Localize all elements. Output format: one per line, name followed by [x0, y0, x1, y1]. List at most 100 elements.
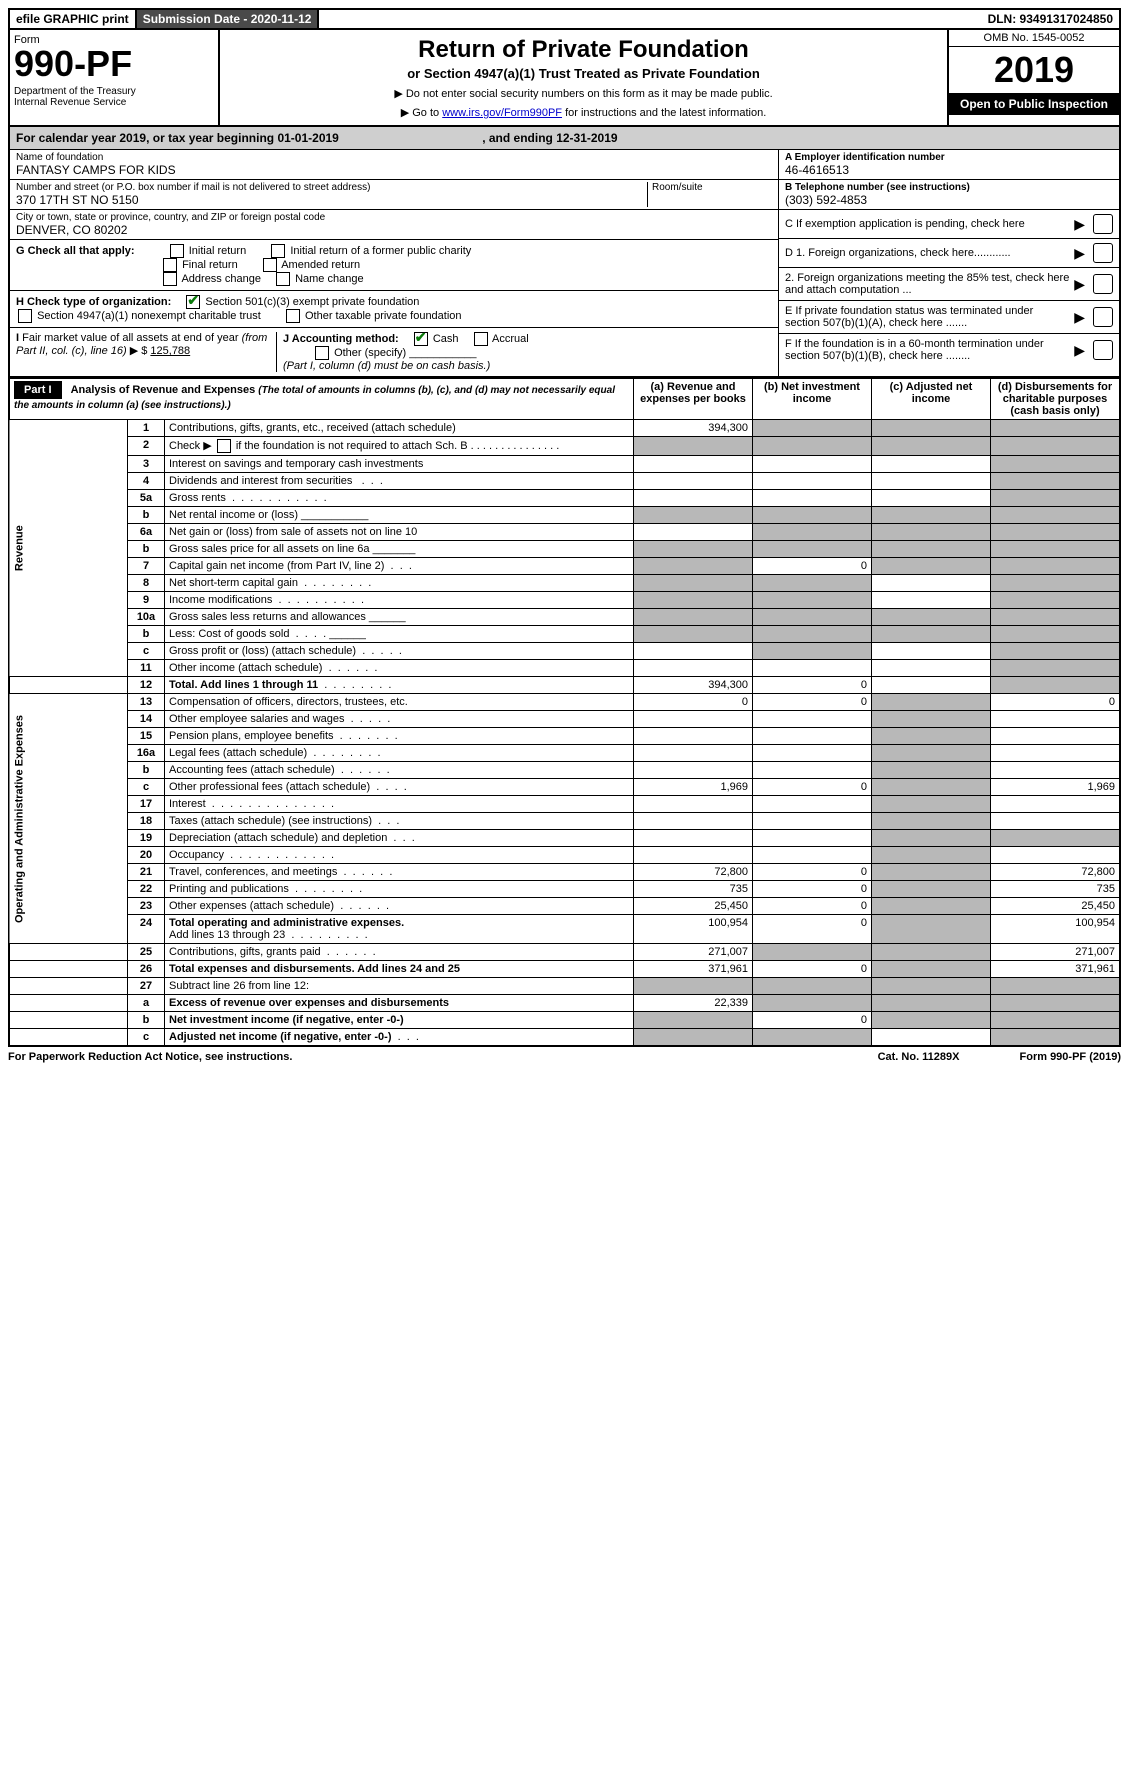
table-row: 20Occupancy . . . . . . . . . . . . [9, 847, 1120, 864]
phone-field: B Telephone number (see instructions) (3… [779, 180, 1119, 210]
cash-checkbox[interactable] [414, 332, 428, 346]
table-row: 14Other employee salaries and wages . . … [9, 711, 1120, 728]
revenue-label: Revenue [9, 420, 128, 677]
table-row: 17Interest . . . . . . . . . . . . . . [9, 796, 1120, 813]
table-row: cAdjusted net income (if negative, enter… [9, 1029, 1120, 1047]
501c3-checkbox[interactable] [186, 295, 200, 309]
table-row: bNet rental income or (loss) ___________ [9, 507, 1120, 524]
terminated-checkbox[interactable] [1093, 307, 1113, 327]
table-row: 24Total operating and administrative exp… [9, 915, 1120, 944]
table-row: 19Depreciation (attach schedule) and dep… [9, 830, 1120, 847]
60-month-termination: F If the foundation is in a 60-month ter… [779, 334, 1119, 366]
calendar-year-row: For calendar year 2019, or tax year begi… [10, 127, 1119, 150]
initial-return-checkbox[interactable] [170, 244, 184, 258]
ein-value: 46-4616513 [785, 163, 849, 177]
form-title: Return of Private Foundation [226, 36, 941, 64]
table-row: 2Check ▶ if the foundation is not requir… [9, 437, 1120, 456]
ssn-note: ▶ Do not enter social security numbers o… [226, 87, 941, 100]
expenses-label: Operating and Administrative Expenses [9, 694, 128, 944]
foundation-name-field: Name of foundation FANTASY CAMPS FOR KID… [10, 150, 778, 180]
foundation-name: FANTASY CAMPS FOR KIDS [16, 163, 772, 177]
footer-form: Form 990-PF (2019) [1020, 1051, 1122, 1063]
table-row: 21Travel, conferences, and meetings . . … [9, 864, 1120, 881]
inspection-badge: Open to Public Inspection [949, 93, 1119, 115]
schb-checkbox[interactable] [217, 439, 231, 453]
efile-label: efile GRAPHIC print [10, 10, 137, 28]
table-row: bNet investment income (if negative, ent… [9, 1012, 1120, 1029]
table-row: 23Other expenses (attach schedule) . . .… [9, 898, 1120, 915]
table-row: 9Income modifications . . . . . . . . . … [9, 592, 1120, 609]
table-row: 15Pension plans, employee benefits . . .… [9, 728, 1120, 745]
60month-checkbox[interactable] [1093, 340, 1113, 360]
phone-value: (303) 592-4853 [785, 193, 867, 207]
table-row: bGross sales price for all assets on lin… [9, 541, 1120, 558]
col-d-header: (d) Disbursements for charitable purpose… [991, 379, 1121, 420]
table-row: 6aNet gain or (loss) from sale of assets… [9, 524, 1120, 541]
address-field: Number and street (or P.O. box number if… [10, 180, 778, 210]
page-footer: For Paperwork Reduction Act Notice, see … [8, 1047, 1121, 1063]
dln: DLN: 93491317024850 [982, 10, 1119, 28]
form-number: 990-PF [14, 46, 214, 82]
form-header: Form 990-PF Department of the TreasuryIn… [8, 30, 1121, 127]
accrual-checkbox[interactable] [474, 332, 488, 346]
city-field: City or town, state or province, country… [10, 210, 778, 240]
table-row: 5aGross rents . . . . . . . . . . . [9, 490, 1120, 507]
tax-year: 2019 [949, 47, 1119, 93]
table-row: 26Total expenses and disbursements. Add … [9, 961, 1120, 978]
table-row: 11Other income (attach schedule) . . . .… [9, 660, 1120, 677]
table-row: 12Total. Add lines 1 through 11 . . . . … [9, 677, 1120, 694]
table-row: 27Subtract line 26 from line 12: [9, 978, 1120, 995]
exemption-checkbox[interactable] [1093, 214, 1113, 234]
table-row: 18Taxes (attach schedule) (see instructi… [9, 813, 1120, 830]
amended-return-checkbox[interactable] [263, 258, 277, 272]
foundation-city: DENVER, CO 80202 [16, 223, 772, 237]
exemption-pending: C If exemption application is pending, c… [779, 210, 1119, 239]
fmv-accounting-row: I Fair market value of all assets at end… [10, 328, 778, 376]
table-row: 4Dividends and interest from securities … [9, 473, 1120, 490]
table-row: bLess: Cost of goods sold . . . . ______ [9, 626, 1120, 643]
ein-field: A Employer identification number 46-4616… [779, 150, 1119, 180]
omb-number: OMB No. 1545-0052 [949, 30, 1119, 47]
check-apply-row: G Check all that apply: Initial return I… [10, 240, 778, 291]
table-row: 8Net short-term capital gain . . . . . .… [9, 575, 1120, 592]
dept: Department of the TreasuryInternal Reven… [14, 86, 214, 108]
topbar: efile GRAPHIC print Submission Date - 20… [8, 8, 1121, 30]
table-row: bAccounting fees (attach schedule) . . .… [9, 762, 1120, 779]
foreign2-checkbox[interactable] [1093, 274, 1113, 294]
form-subtitle: or Section 4947(a)(1) Trust Treated as P… [226, 66, 941, 81]
address-change-checkbox[interactable] [163, 272, 177, 286]
table-row: Operating and Administrative Expenses 13… [9, 694, 1120, 711]
final-return-checkbox[interactable] [163, 258, 177, 272]
status-terminated: E If private foundation status was termi… [779, 301, 1119, 334]
table-row: cGross profit or (loss) (attach schedule… [9, 643, 1120, 660]
table-row: Revenue 1Contributions, gifts, grants, e… [9, 420, 1120, 437]
other-taxable-checkbox[interactable] [286, 309, 300, 323]
table-row: 7Capital gain net income (from Part IV, … [9, 558, 1120, 575]
4947-checkbox[interactable] [18, 309, 32, 323]
initial-former-checkbox[interactable] [271, 244, 285, 258]
foreign1-checkbox[interactable] [1093, 243, 1113, 263]
table-row: cOther professional fees (attach schedul… [9, 779, 1120, 796]
year-begin: 01-01-2019 [277, 131, 338, 145]
name-change-checkbox[interactable] [276, 272, 290, 286]
fmv-value: 125,788 [150, 345, 190, 357]
year-end: 12-31-2019 [556, 131, 617, 145]
table-row: 16aLegal fees (attach schedule) . . . . … [9, 745, 1120, 762]
col-c-header: (c) Adjusted net income [872, 379, 991, 420]
irs-link[interactable]: www.irs.gov/Form990PF [442, 107, 562, 119]
fmv-label: I Fair market value of all assets at end… [16, 332, 267, 357]
table-row: 3Interest on savings and temporary cash … [9, 456, 1120, 473]
foreign-org-1: D 1. Foreign organizations, check here..… [779, 239, 1119, 268]
col-a-header: (a) Revenue and expenses per books [634, 379, 753, 420]
table-row: aExcess of revenue over expenses and dis… [9, 995, 1120, 1012]
room-suite: Room/suite [647, 182, 772, 207]
table-row: 10aGross sales less returns and allowanc… [9, 609, 1120, 626]
table-row: 22Printing and publications . . . . . . … [9, 881, 1120, 898]
table-row: 25Contributions, gifts, grants paid . . … [9, 944, 1120, 961]
part1-table: Part I Analysis of Revenue and Expenses … [8, 378, 1121, 1047]
goto-note: ▶ Go to www.irs.gov/Form990PF for instru… [226, 106, 941, 119]
foundation-address: 370 17TH ST NO 5150 [16, 193, 647, 207]
submission-date: Submission Date - 2020-11-12 [137, 10, 320, 28]
footer-left: For Paperwork Reduction Act Notice, see … [8, 1051, 292, 1063]
other-method-checkbox[interactable] [315, 346, 329, 360]
